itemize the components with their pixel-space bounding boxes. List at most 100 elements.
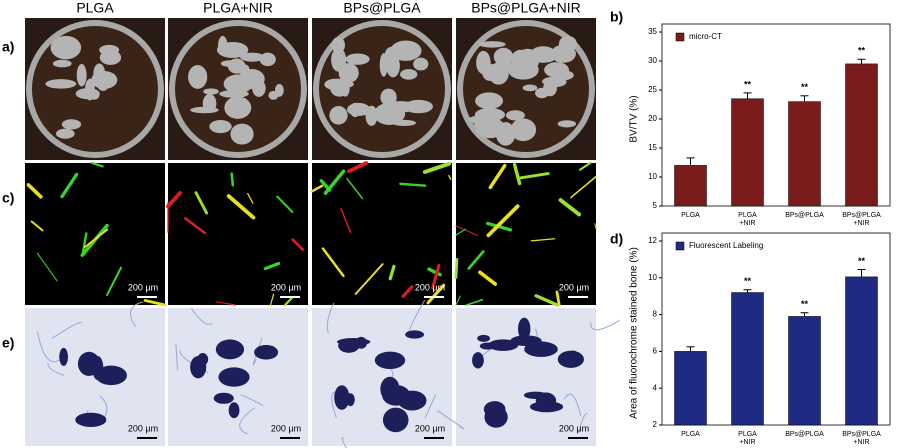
scale-bar-label: 200 µm <box>559 423 589 433</box>
bar <box>845 63 878 207</box>
fluor-stain <box>579 161 592 171</box>
ct-bone <box>76 63 87 87</box>
significance-mark: ** <box>858 256 866 266</box>
histo-bone <box>95 365 127 386</box>
histo-bone <box>215 339 245 360</box>
fluor-stain <box>467 250 485 270</box>
significance-mark: ** <box>801 82 809 92</box>
histo-fiber <box>252 337 263 366</box>
significance-mark: ** <box>744 276 752 286</box>
histo-bone <box>488 339 519 351</box>
fluor-stain <box>570 175 597 199</box>
fluor-stain <box>534 294 559 307</box>
fluor-stain <box>340 207 352 234</box>
y-tick-label: 25 <box>648 85 657 94</box>
significance-mark: ** <box>801 299 809 309</box>
y-tick-label: 15 <box>648 143 657 152</box>
ct-bone <box>329 106 348 125</box>
fluor-stain <box>455 295 461 306</box>
fluor-stain <box>276 195 294 213</box>
x-tick-label: BPs@PLGA <box>842 431 881 438</box>
bar <box>731 292 764 426</box>
histo-fiber <box>578 412 588 434</box>
y-tick-label: 8 <box>653 310 658 319</box>
histo-bone <box>484 406 508 428</box>
significance-mark: ** <box>744 79 752 89</box>
ct-bone <box>219 89 249 98</box>
histo-bone <box>254 344 279 360</box>
fluor-stain <box>310 184 324 193</box>
histo-bone <box>382 384 411 406</box>
bar <box>731 98 764 207</box>
histo-bone <box>338 338 360 353</box>
y-tick-label: 35 <box>648 27 657 36</box>
y-tick-label: 30 <box>648 56 657 65</box>
ct-bone <box>268 90 279 100</box>
ct-bone <box>505 110 525 121</box>
fluor-stain <box>455 228 467 236</box>
histo-fiber <box>326 302 335 333</box>
x-tick-label: +NIR <box>739 220 755 227</box>
fluor-stain <box>401 285 414 298</box>
fluor-stain <box>30 220 44 232</box>
histo-bone <box>228 402 240 419</box>
ct-bone <box>203 88 219 95</box>
fluor-stain <box>488 163 507 190</box>
panel-label: d) <box>610 231 623 247</box>
ct-bone <box>346 102 371 117</box>
ct-bone <box>331 37 345 54</box>
histo-fiber <box>190 308 213 325</box>
fluor-stain <box>347 161 369 174</box>
ct-bone <box>50 35 82 60</box>
y-tick-label: 2 <box>653 420 658 429</box>
legend-label: Fluorescent Labeling <box>689 241 763 250</box>
ct-bone <box>535 87 549 99</box>
ct-bone <box>476 50 491 75</box>
y-tick-label: 12 <box>648 236 657 245</box>
ct-bone <box>510 118 537 142</box>
ct-bone <box>380 88 397 106</box>
legend-swatch <box>675 32 685 42</box>
ct-bone <box>220 60 239 67</box>
fluor-stain <box>530 238 556 242</box>
scale-bar-label: 200 µm <box>415 282 445 292</box>
x-tick-label: PLGA <box>738 431 757 438</box>
fluor-stain <box>184 217 207 235</box>
histo-bone <box>346 393 355 407</box>
histo-fiber <box>47 363 65 376</box>
panel-label: b) <box>610 9 623 25</box>
histo-fiber <box>563 393 582 416</box>
fluor-stain <box>399 182 427 187</box>
fluor-stain <box>90 161 104 168</box>
scale-bar-label: 200 µm <box>128 423 158 433</box>
row-label: c) <box>2 190 14 206</box>
histo-fiber <box>437 410 465 430</box>
fluor-stain <box>166 190 183 209</box>
y-axis-label: BV/TV (%) <box>629 95 640 142</box>
ct-bone <box>413 57 429 71</box>
histo-fiber <box>240 394 264 407</box>
ct-bone <box>190 106 219 114</box>
fluor-stain <box>422 161 452 174</box>
fluor-stain <box>263 261 281 271</box>
fluor-stain <box>215 301 237 306</box>
fluor-stain <box>321 247 345 278</box>
ct-bone <box>373 102 406 125</box>
column-header: BPs@PLGA+NIR <box>471 0 581 16</box>
ct-bone <box>493 47 514 66</box>
x-tick-label: PLGA <box>681 212 700 219</box>
ct-bone <box>61 119 82 130</box>
ct-bone <box>384 46 400 62</box>
y-tick-label: 4 <box>653 383 658 392</box>
ct-bone <box>338 63 359 83</box>
ct-bone <box>240 52 265 62</box>
fluor-stain <box>427 267 442 277</box>
ct-bone <box>522 84 538 92</box>
fluor-stain <box>226 194 256 220</box>
fluor-stain <box>143 299 167 307</box>
fluor-stain <box>486 204 520 238</box>
scale-bar-label: 200 µm <box>271 282 301 292</box>
plot-frame <box>661 23 891 207</box>
ct-bone <box>475 117 505 139</box>
histo-bone <box>557 350 584 368</box>
